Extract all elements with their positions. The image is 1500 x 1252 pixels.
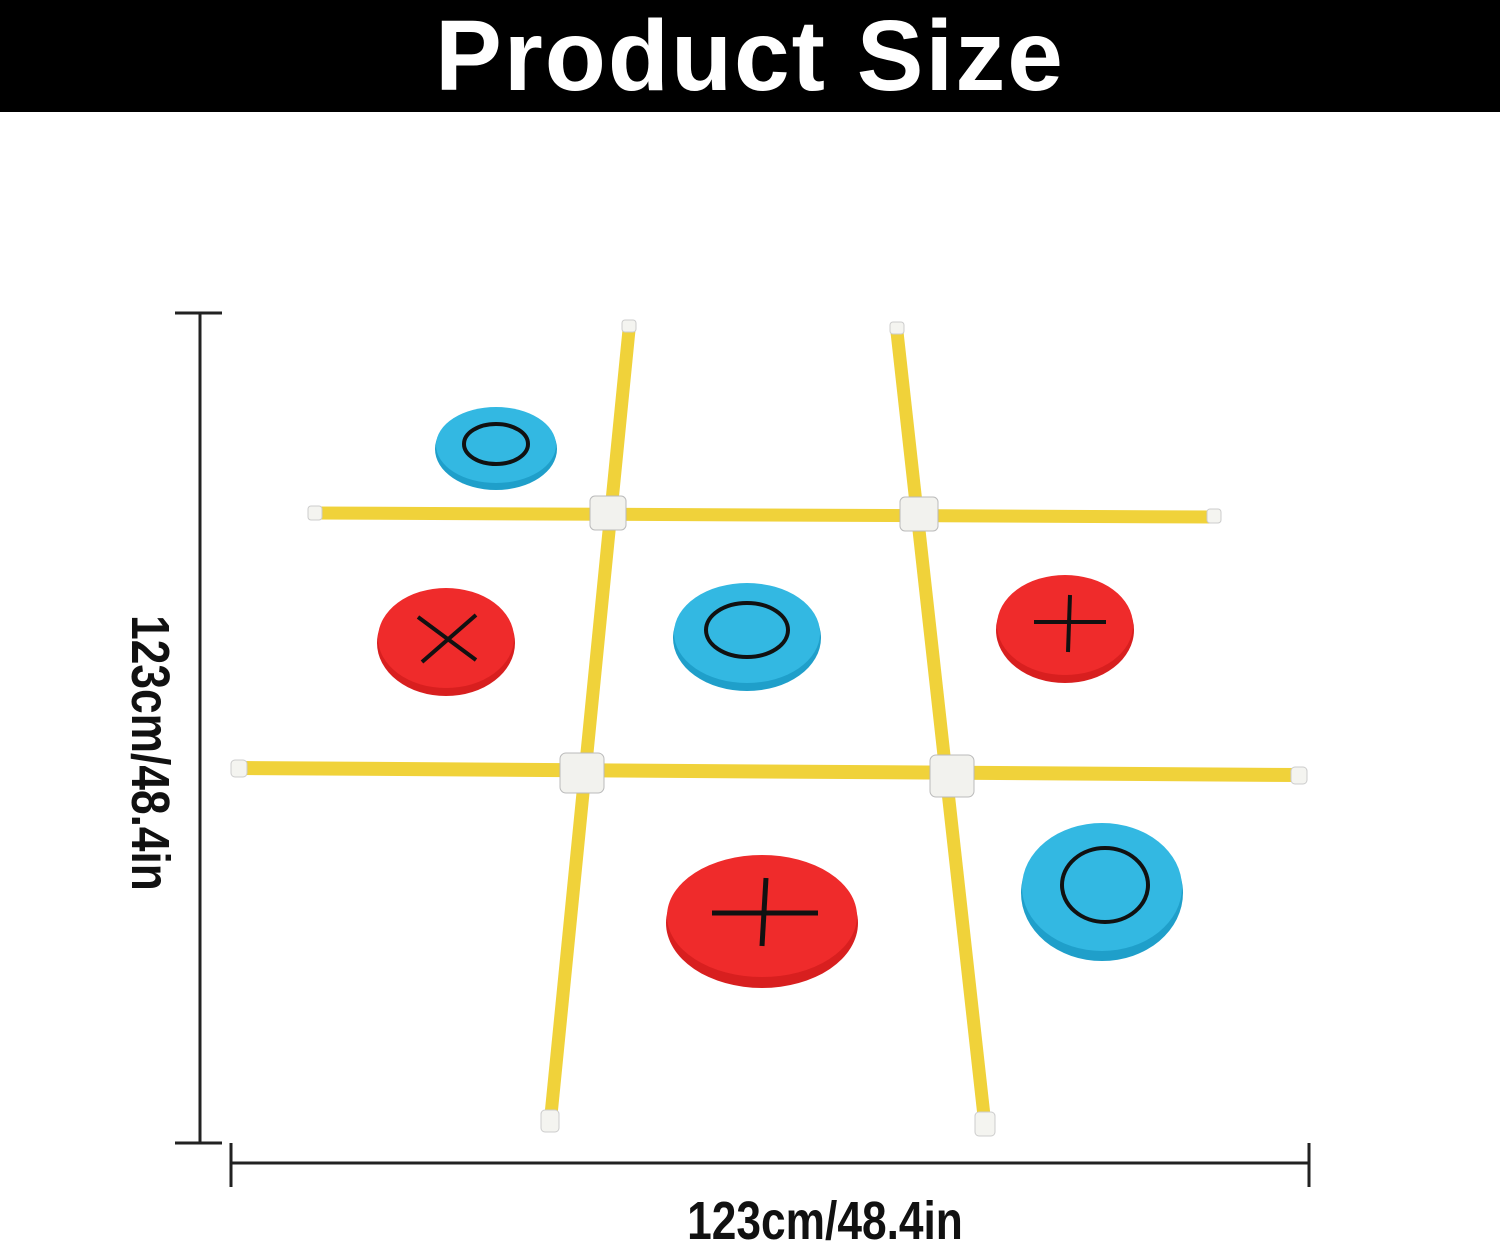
width-dimension-line [229, 1143, 1311, 1187]
pole-vertical-right [890, 331, 992, 1126]
height-dimension-line [175, 311, 222, 1145]
header-bar: Product Size [0, 0, 1500, 112]
disc-red-x [377, 588, 515, 696]
height-dimension-label: 123cm/48.4in [120, 615, 180, 891]
pole-horizontal-bottom [241, 761, 1299, 782]
disc-blue-o-bottom-right [1021, 823, 1183, 961]
disc-red-plus-bottom [666, 855, 858, 988]
grid-poles [241, 329, 1299, 1126]
pole-horizontal-top [314, 506, 1214, 524]
pole-connectors [559, 495, 975, 798]
pole-end-caps [230, 319, 1308, 1137]
width-dimension-label: 123cm/48.4in [687, 1191, 963, 1251]
disc-red-plus-right [996, 575, 1134, 683]
pole-vertical-left [543, 329, 636, 1126]
disc-blue-o-outside [435, 407, 557, 490]
page-title: Product Size [435, 0, 1065, 112]
disc-blue-o-center [673, 583, 821, 691]
